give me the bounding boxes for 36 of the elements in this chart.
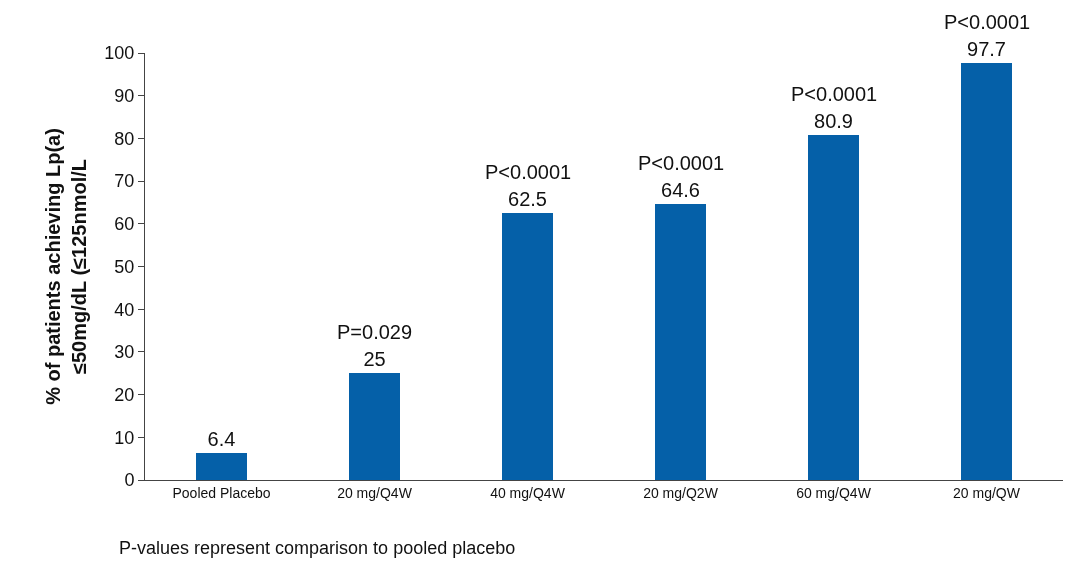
y-tick-label: 0 <box>124 470 135 491</box>
data-label: 25 <box>363 348 386 370</box>
y-tick-label: 90 <box>114 86 135 106</box>
y-tick-label: 100 <box>104 43 135 64</box>
y-axis-title: % of patients achieving Lp(a) ≤50mg/dL (≤125nmol/L <box>41 128 90 405</box>
x-tick-label: Pooled Placebo <box>172 484 271 501</box>
bar <box>502 213 553 480</box>
x-tick-label: 20 mg/Q2W <box>643 484 719 501</box>
y-tick-label: 20 <box>114 384 135 405</box>
y-tick-label: 60 <box>114 214 135 235</box>
bar <box>808 135 859 480</box>
data-label: 62.5 <box>508 188 547 210</box>
x-tick-label: 60 mg/Q4W <box>796 484 872 501</box>
bar <box>349 373 400 480</box>
annotation: P<0.0001 <box>791 83 878 105</box>
annotation: P<0.0001 <box>638 152 725 174</box>
data-label: 6.4 <box>207 428 236 450</box>
data-label: 64.6 <box>661 179 700 201</box>
y-tick-label: 70 <box>114 171 135 192</box>
annotation: P=0.029 <box>337 321 413 343</box>
text: P-values represent comparison to pooled placebo <box>119 538 516 558</box>
data-label: 97.7 <box>967 38 1006 60</box>
bar <box>196 453 247 480</box>
x-tick-label: 40 mg/Q4W <box>490 484 566 501</box>
y-tick-label: 50 <box>114 256 135 277</box>
bar <box>655 204 706 480</box>
annotation: P<0.0001 <box>485 161 572 183</box>
y-tick-label: 40 <box>114 299 135 320</box>
x-tick-label: 20 mg/QW <box>953 484 1021 501</box>
y-tick-label: 10 <box>114 427 135 448</box>
x-tick-label: 20 mg/Q4W <box>337 484 413 501</box>
annotation: P<0.0001 <box>944 11 1031 33</box>
y-tick-label: 30 <box>114 342 135 363</box>
data-label: 80.9 <box>814 110 853 132</box>
y-tick-label: 80 <box>114 128 135 149</box>
bar <box>961 63 1012 480</box>
